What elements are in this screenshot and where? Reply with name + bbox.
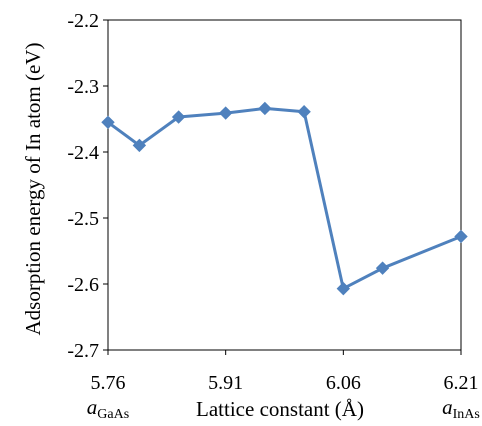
x-axis-title: Lattice constant (Å) [196, 397, 364, 421]
x-tick-label: 5.91 [208, 372, 243, 394]
data-point [101, 115, 115, 130]
plot-frame [107, 19, 462, 351]
data-point [297, 105, 311, 119]
data-point [171, 110, 186, 124]
x-annotation-subscript: InAs [453, 407, 480, 422]
data-point [258, 101, 272, 116]
y-tick-label: -2.6 [67, 274, 99, 296]
data-point [132, 138, 147, 153]
x-annotation-inas: aInAs [442, 395, 480, 422]
y-tick-label: -2.7 [67, 340, 99, 362]
x-tick-label: 6.06 [326, 372, 361, 394]
x-annotation-gaas: aGaAs [87, 395, 129, 422]
series-line [107, 106, 462, 291]
data-point [336, 281, 351, 296]
data-point [454, 229, 468, 244]
y-axis-title: Adsorption energy of In atom (eV) [21, 43, 45, 336]
x-annotation-subscript: GaAs [97, 407, 129, 422]
x-annotation-symbol: a [442, 395, 453, 419]
data-point [375, 261, 390, 275]
data-point [218, 106, 233, 120]
x-tick-label: 5.76 [91, 372, 126, 394]
y-axis-title-group: Adsorption energy of In atom (eV) [21, 43, 45, 336]
y-tick-label: -2.2 [67, 10, 99, 32]
y-tick-label: -2.4 [67, 142, 99, 164]
y-tick-label: -2.3 [67, 76, 99, 98]
x-annotation-symbol: a [87, 395, 98, 419]
plot-area: -2.2 -2.3 -2.4 -2.5 -2.6 -2.7 5.76 5.91 6.06 6.21… [67, 10, 480, 422]
x-tick-label: 6.21 [444, 372, 479, 394]
y-tick-label: -2.5 [67, 208, 99, 230]
